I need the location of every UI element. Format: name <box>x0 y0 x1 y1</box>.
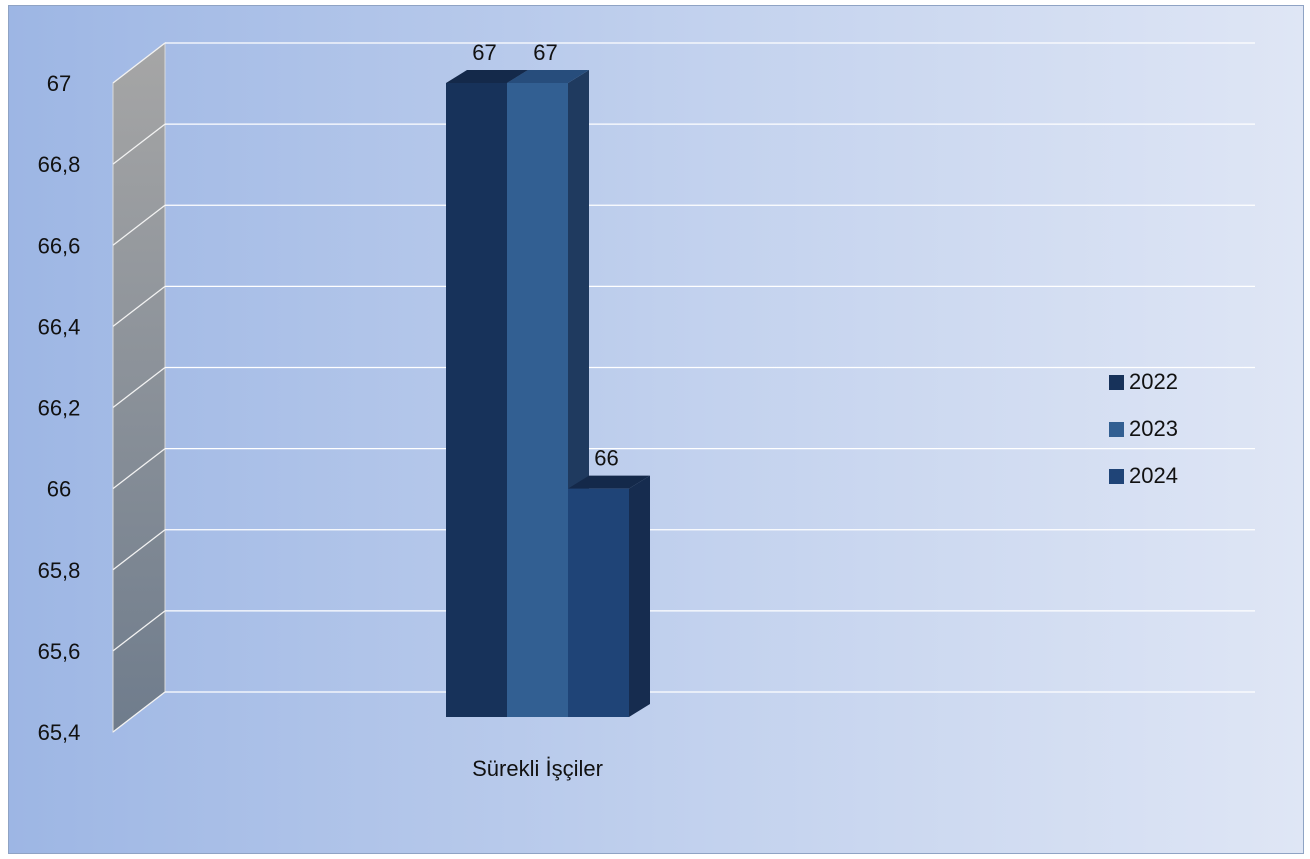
gridline-wall <box>112 123 166 165</box>
data-label: 66 <box>594 446 618 471</box>
y-tick-label: 66,8 <box>38 152 81 177</box>
gridline-wall <box>112 366 166 409</box>
y-tick-label: 66,2 <box>38 396 81 421</box>
bar-top <box>507 70 589 83</box>
legend-label: 2024 <box>1129 463 1178 488</box>
y-axis-ticks: 65,4 65,6 65,8 66 66,2 66,4 66,6 66,8 67 <box>38 71 81 745</box>
category-label: Sürekli İşçiler <box>472 756 603 781</box>
y-tick-label: 67 <box>47 71 71 96</box>
y-tick-label: 66,6 <box>38 233 81 258</box>
category-labels: Sürekli İşçiler <box>472 756 603 781</box>
legend: 2022 2023 2024 <box>1109 369 1178 488</box>
data-label: 67 <box>472 40 496 65</box>
gridline-wall <box>112 42 166 84</box>
chart-area: 65,4 65,6 65,8 66 66,2 66,4 66,6 66,8 67 67 67 66 … <box>8 5 1304 854</box>
bar-2023 <box>507 83 568 717</box>
gridlines <box>112 42 1255 733</box>
y-tick-label: 65,4 <box>38 720 81 745</box>
bar-top <box>446 70 528 83</box>
bar-2022 <box>446 83 507 717</box>
bar-side <box>629 475 650 717</box>
bar-top <box>568 475 650 489</box>
data-labels: 67 67 66 <box>472 40 618 471</box>
gridline-wall <box>112 529 166 571</box>
gridline-wall <box>112 691 166 733</box>
y-tick-label: 66 <box>47 477 71 502</box>
gridline-wall <box>112 285 166 327</box>
bar-2024 <box>568 488 629 717</box>
gridline-wall <box>112 204 166 246</box>
y-tick-label: 65,6 <box>38 639 81 664</box>
legend-swatch <box>1109 375 1124 390</box>
data-label: 67 <box>533 40 557 65</box>
legend-label: 2023 <box>1129 416 1178 441</box>
y-tick-label: 65,8 <box>38 558 81 583</box>
legend-swatch <box>1109 422 1124 437</box>
legend-swatch <box>1109 469 1124 484</box>
legend-label: 2022 <box>1129 369 1178 394</box>
bars <box>446 70 650 717</box>
y-tick-label: 66,4 <box>38 314 81 339</box>
gridline-wall <box>112 610 166 652</box>
gridline-wall <box>112 448 166 490</box>
